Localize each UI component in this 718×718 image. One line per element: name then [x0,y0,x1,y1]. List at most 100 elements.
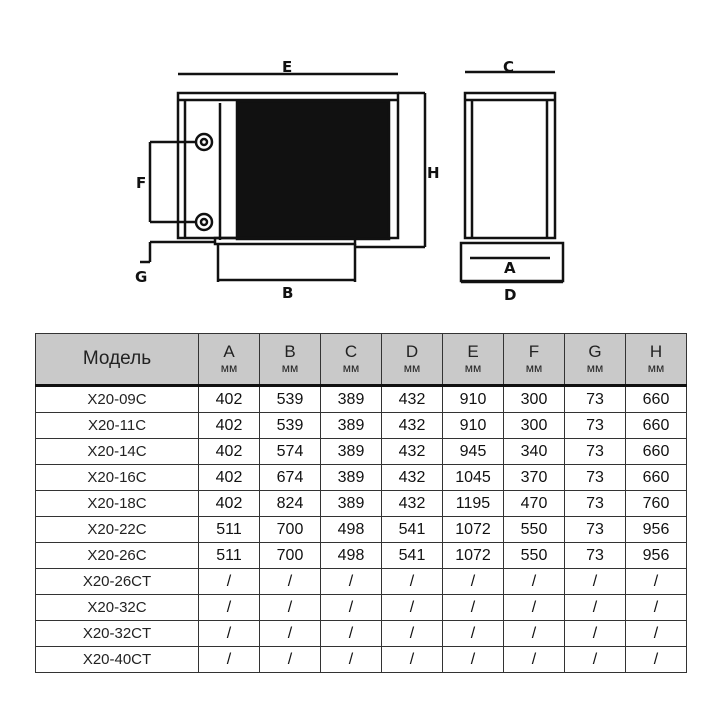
table-row: X20-22C 511 700 498 541 1072 550 73 956 [35,516,687,543]
model-cell: X20-18C [35,490,199,517]
water-outlet-icon [194,132,214,152]
value-cell: 73 [564,490,626,517]
value-cell: 389 [320,412,382,439]
model-cell: X20-40CT [35,646,199,673]
value-cell: / [503,594,565,621]
value-cell: 370 [503,464,565,491]
dim-label-b: B [282,284,293,302]
value-cell: 660 [625,385,687,413]
value-cell: / [442,646,504,673]
value-cell: / [442,594,504,621]
column-unit: мм [464,361,482,375]
dim-label-h: H [427,164,440,182]
value-cell: / [259,568,321,595]
column-letter: E [467,342,479,361]
value-cell: 660 [625,412,687,439]
value-cell: 300 [503,412,565,439]
value-cell: / [381,594,443,621]
model-cell: X20-32C [35,594,199,621]
column-letter: F [528,342,540,361]
value-cell: 73 [564,438,626,465]
dim-label-a: A [504,259,516,277]
value-cell: / [381,646,443,673]
value-cell: 340 [503,438,565,465]
value-cell: 1072 [442,542,504,569]
value-cell: 511 [198,516,260,543]
value-cell: 910 [442,385,504,413]
column-unit: мм [586,361,604,375]
value-cell: / [259,646,321,673]
value-cell: 389 [320,490,382,517]
value-cell: / [564,646,626,673]
column-letter: H [649,342,663,361]
value-cell: 824 [259,490,321,517]
dim-label-f: F [136,174,146,192]
unit-side-body [463,91,557,240]
table-row: X20-11C 402 539 389 432 910 300 73 660 [35,412,687,439]
value-cell: 389 [320,464,382,491]
value-cell: 73 [564,385,626,413]
value-cell: 402 [198,385,260,413]
value-cell: / [503,620,565,647]
column-letter: G [588,342,602,361]
table-row: X20-40CT / / / / / / / / [35,646,687,673]
value-cell: / [320,620,382,647]
column-unit: мм [281,361,299,375]
value-cell: / [625,646,687,673]
value-cell: / [320,594,382,621]
column-letter: B [284,342,296,361]
model-cell: X20-26CT [35,568,199,595]
value-cell: / [564,568,626,595]
value-cell: / [259,620,321,647]
value-cell: 470 [503,490,565,517]
model-cell: X20-09C [35,385,199,413]
value-cell: 700 [259,516,321,543]
value-cell: / [320,646,382,673]
value-cell: 574 [259,438,321,465]
value-cell: 73 [564,542,626,569]
table-row: X20-26CT / / / / / / / / [35,568,687,595]
dimension-drawing: E C H F G B A D [135,58,565,304]
value-cell: 700 [259,542,321,569]
value-cell: 402 [198,464,260,491]
value-cell: / [625,594,687,621]
table-row: X20-32C / / / / / / / / [35,594,687,621]
value-cell: 432 [381,490,443,517]
table-row: X20-26C 511 700 498 541 1072 550 73 956 [35,542,687,569]
model-cell: X20-14C [35,438,199,465]
table-row: X20-14C 402 574 389 432 945 340 73 660 [35,438,687,465]
column-unit: мм [403,361,421,375]
column-unit: мм [647,361,665,375]
value-cell: 432 [381,385,443,413]
table-row: X20-09C 402 539 389 432 910 300 73 660 [35,385,687,413]
dim-label-d: D [504,286,516,304]
value-cell: 910 [442,412,504,439]
table-row: X20-16C 402 674 389 432 1045 370 73 660 [35,464,687,491]
column-letter: C [344,342,358,361]
value-cell: / [564,620,626,647]
value-cell: 432 [381,438,443,465]
model-cell: X20-11C [35,412,199,439]
value-cell: / [381,620,443,647]
value-cell: 402 [198,490,260,517]
value-cell: 300 [503,385,565,413]
value-cell: 956 [625,516,687,543]
value-cell: / [198,594,260,621]
value-cell: 402 [198,438,260,465]
value-cell: 73 [564,412,626,439]
value-cell: 432 [381,464,443,491]
value-cell: / [198,646,260,673]
value-cell: / [503,646,565,673]
value-cell: 660 [625,438,687,465]
value-cell: 674 [259,464,321,491]
value-cell: 550 [503,516,565,543]
table-row: X20-18C 402 824 389 432 1195 470 73 760 [35,490,687,517]
value-cell: 539 [259,412,321,439]
value-cell: / [442,568,504,595]
